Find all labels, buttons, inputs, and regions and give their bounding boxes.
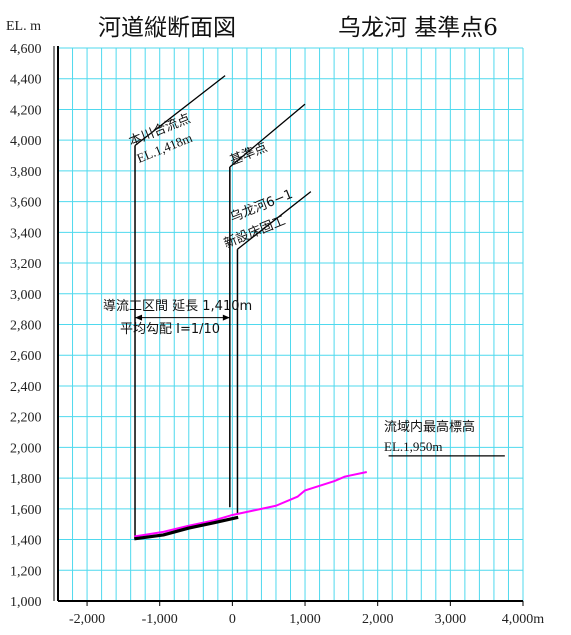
y-tick-label: 3,800 xyxy=(10,165,42,180)
x-tick-label: 1,000 xyxy=(289,612,321,627)
y-tick-label: 2,600 xyxy=(10,349,42,364)
y-tick-label: 4,200 xyxy=(10,103,42,118)
y-tick-label: 2,200 xyxy=(10,411,42,426)
dimension-arrow xyxy=(222,314,230,321)
y-tick-label: 3,600 xyxy=(10,196,42,211)
chart-subtitle: 乌龙河 基準点6 xyxy=(338,15,498,41)
profile-line-series xyxy=(134,470,367,538)
x-tick-label: 3,000 xyxy=(435,612,467,627)
x-tick-label: 2,000 xyxy=(362,612,394,627)
y-tick-label: 4,000 xyxy=(10,134,42,149)
grid xyxy=(58,47,524,601)
dimension-arrow xyxy=(135,314,143,321)
x-tick-label: -1,000 xyxy=(142,612,178,627)
section-slope-label: 平均勾配 I=1/10 xyxy=(120,322,220,337)
y-axis-label: EL. m xyxy=(6,19,41,34)
x-tick-label: -2,000 xyxy=(69,612,105,627)
y-tick-label: 1,600 xyxy=(10,503,42,518)
y-tick-label: 1,800 xyxy=(10,472,42,487)
y-tick-label: 1,400 xyxy=(10,534,42,549)
riverbed-line-series xyxy=(134,515,239,541)
chart-title: 河道縦断面図 xyxy=(98,15,236,41)
highest-elevation-value: EL.1,950m xyxy=(384,439,443,454)
y-tick-label: 4,400 xyxy=(10,73,42,88)
base-point-leader xyxy=(229,103,306,168)
highest-elevation-label: 流域内最高標高 xyxy=(384,419,475,435)
y-tick-label: 1,200 xyxy=(10,564,42,579)
base-point-label: 基準点 xyxy=(228,139,270,168)
y-tick-label: 2,400 xyxy=(10,380,42,395)
y-tick-label: 3,000 xyxy=(10,288,42,303)
structure-leader xyxy=(237,191,312,250)
x-tick-label: 0 xyxy=(229,612,236,627)
axes xyxy=(53,46,524,606)
y-tick-label: 4,600 xyxy=(10,42,42,57)
profile-series xyxy=(134,470,367,541)
y-tick-label: 2,000 xyxy=(10,441,42,456)
y-tick-label: 3,200 xyxy=(10,257,42,272)
confluence-leader xyxy=(134,75,226,147)
leader-lines xyxy=(134,75,505,539)
y-tick-label: 2,800 xyxy=(10,319,42,334)
y-tick-label: 1,000 xyxy=(10,595,42,610)
tick-labels: 1,000 1,200 1,400 1,600 1,800 2,000 2,200 2,400… xyxy=(10,42,544,627)
x-tick-label: 4,000m xyxy=(502,612,545,627)
y-tick-label: 3,400 xyxy=(10,226,42,241)
section-length-label: 導流工区間 延長 1,410m xyxy=(103,299,252,314)
